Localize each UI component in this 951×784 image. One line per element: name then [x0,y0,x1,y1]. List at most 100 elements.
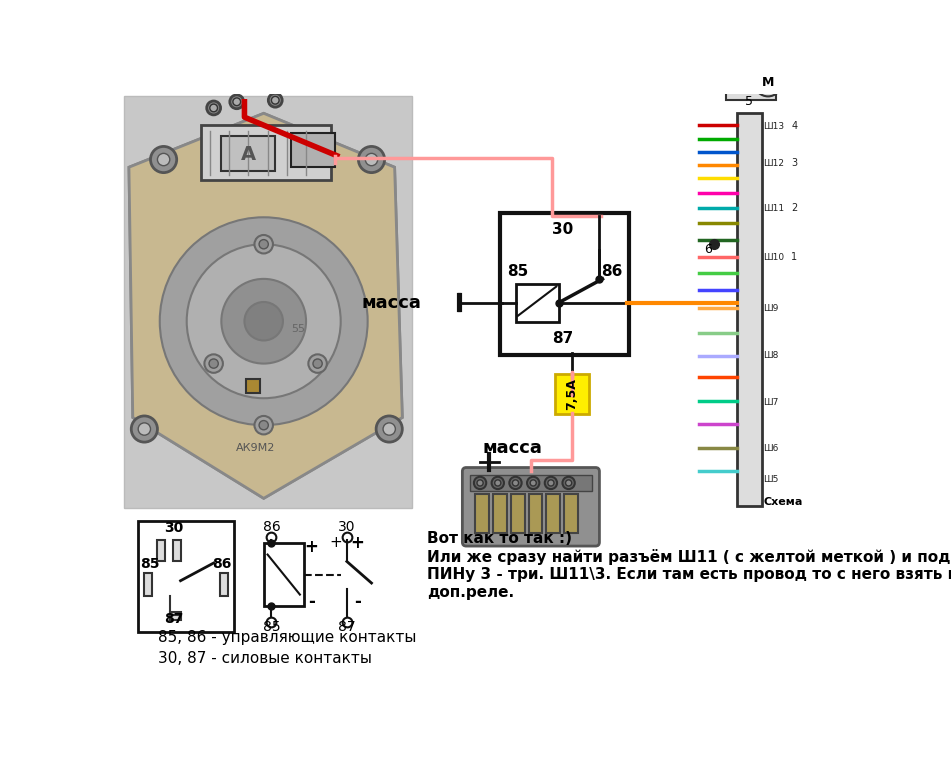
Text: Ш10: Ш10 [764,252,785,262]
Circle shape [754,69,782,96]
Bar [170,612,181,620]
Circle shape [233,98,241,106]
Circle shape [474,477,486,489]
Circle shape [259,240,268,249]
Circle shape [527,477,539,489]
Circle shape [562,477,574,489]
Bar [158,540,165,561]
Text: -: - [354,593,361,612]
Bar [737,114,762,506]
Text: 5: 5 [745,96,753,108]
Circle shape [259,420,268,430]
Text: 6: 6 [704,244,712,256]
Text: 1: 1 [791,252,797,263]
Text: 85: 85 [140,557,160,571]
Circle shape [377,416,402,442]
Bar [173,540,181,561]
Circle shape [255,235,273,253]
Circle shape [206,101,221,115]
Circle shape [477,480,483,486]
Bar [564,495,578,533]
Bar [726,71,776,100]
Circle shape [210,104,218,112]
Circle shape [204,354,223,373]
Circle shape [548,480,554,486]
Circle shape [308,354,327,373]
Circle shape [495,480,501,486]
Text: +: + [304,538,319,556]
Circle shape [244,302,283,340]
Text: Ш13: Ш13 [764,122,785,131]
Circle shape [222,279,306,364]
Text: 87: 87 [164,612,184,626]
Text: масса: масса [361,294,421,312]
FancyBboxPatch shape [462,467,599,546]
Bar [470,475,592,491]
Bar [529,495,542,533]
Text: Ш8: Ш8 [764,351,779,361]
Text: 2: 2 [791,203,797,213]
FancyBboxPatch shape [554,375,589,415]
Circle shape [513,480,518,486]
Text: 30: 30 [164,521,184,535]
Text: Ш11: Ш11 [764,204,785,212]
Text: масса: масса [482,439,542,457]
Text: 85: 85 [507,263,529,278]
Circle shape [230,95,243,109]
Text: +: + [330,535,342,550]
Text: 30, 87 - силовые контакты: 30, 87 - силовые контакты [158,651,372,666]
Text: -: - [308,593,315,612]
Polygon shape [129,114,402,499]
FancyBboxPatch shape [201,125,331,180]
Text: Схема: Схема [764,497,803,507]
Text: Ш6: Ш6 [764,444,779,453]
Text: Ш5: Ш5 [764,474,779,484]
Text: A: A [241,144,256,164]
Text: Вот как то так :)
Или же сразу найти разъём Ш11 ( с желтой меткой ) и подклюсить: Вот как то так :) Или же сразу найти раз… [427,532,951,600]
Text: 7,5А: 7,5А [565,379,578,410]
Text: Ш12: Ш12 [764,159,785,168]
Circle shape [131,416,158,442]
Circle shape [160,217,368,425]
Text: M: M [762,76,774,89]
Text: 87: 87 [338,620,356,633]
Bar [246,379,260,393]
Bar [476,495,490,533]
Bar [511,495,525,533]
Text: 86: 86 [601,263,623,278]
Circle shape [313,359,322,368]
Circle shape [359,147,384,172]
FancyBboxPatch shape [291,133,336,167]
Text: 87: 87 [552,332,573,347]
Text: АК9М2: АК9М2 [236,443,276,453]
Circle shape [150,147,177,172]
Circle shape [530,480,536,486]
Text: Ш7: Ш7 [764,397,779,407]
Text: Ш9: Ш9 [764,303,779,313]
Circle shape [510,477,522,489]
Circle shape [365,154,378,165]
Circle shape [566,480,572,486]
Text: 4: 4 [791,122,797,132]
Circle shape [138,423,150,435]
Bar [222,136,275,171]
Bar [220,573,227,596]
Circle shape [383,423,396,435]
FancyBboxPatch shape [138,521,234,632]
Circle shape [271,96,279,104]
Circle shape [255,416,273,434]
Text: 85, 86 - управляющие контакты: 85, 86 - управляющие контакты [158,630,417,645]
Polygon shape [129,114,402,499]
Text: +: + [351,534,364,552]
Bar [145,573,152,596]
Circle shape [545,477,557,489]
Bar [263,543,303,606]
Circle shape [492,477,504,489]
Bar [516,284,558,322]
Text: 30: 30 [339,520,356,534]
Circle shape [268,93,282,107]
Circle shape [209,359,219,368]
Text: 86: 86 [212,557,232,571]
FancyBboxPatch shape [124,96,413,508]
FancyBboxPatch shape [500,213,630,355]
